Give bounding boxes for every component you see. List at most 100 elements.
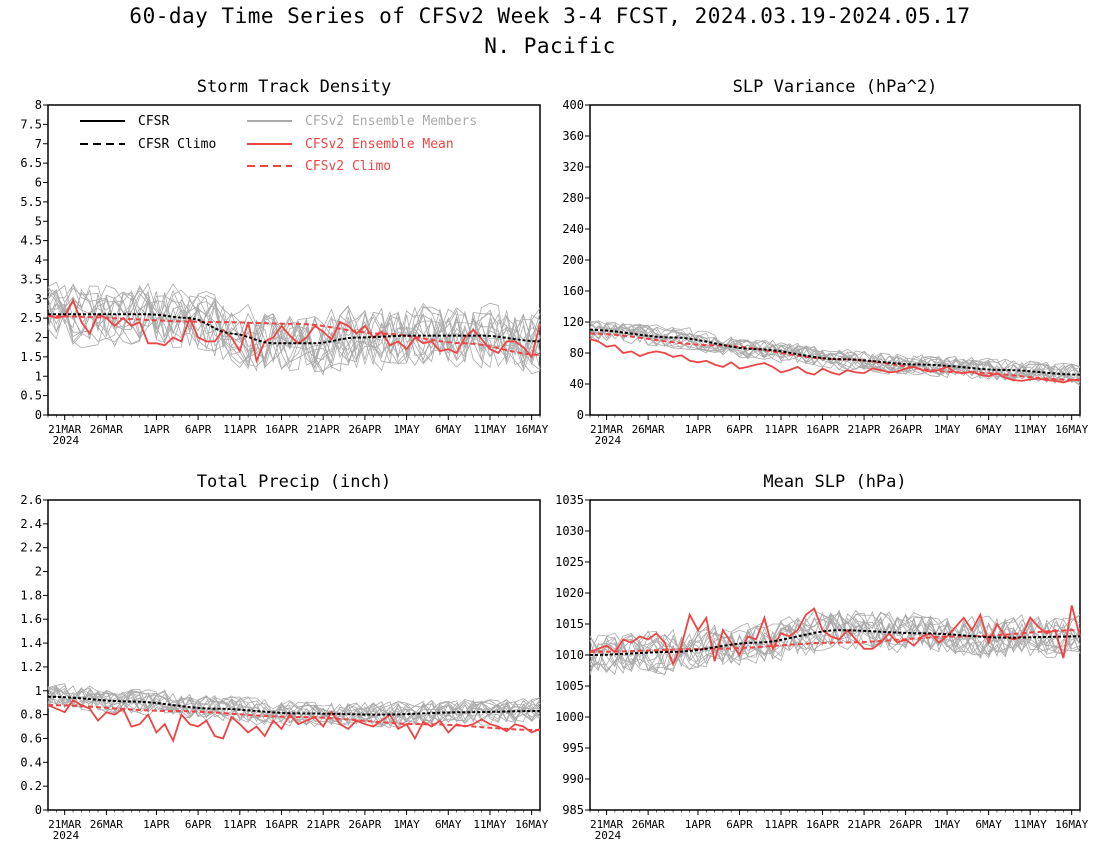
y-tick-label: 4.5 [20, 234, 42, 248]
y-tick-label: 400 [562, 98, 584, 112]
y-tick-label: 1025 [555, 555, 584, 569]
x-tick-label: 21APR [848, 423, 881, 436]
y-tick-label: 320 [562, 160, 584, 174]
y-tick-label: 3.5 [20, 272, 42, 286]
x-tick-label: 11APR [764, 423, 797, 436]
y-tick-label: 0.4 [20, 755, 42, 769]
ensemble-member-line [589, 327, 1081, 381]
y-tick-label: 6.5 [20, 156, 42, 170]
y-tick-label: 2.2 [20, 541, 42, 555]
legend-cfsv2-climo-label: CFSv2 Climo [305, 159, 391, 174]
ensemble-member-line [589, 614, 1081, 673]
ensemble-member-line [47, 284, 541, 373]
x-tick-label: 1APR [685, 423, 712, 436]
y-tick-label: 0.8 [20, 708, 42, 722]
legend-ens-mean-label: CFSv2 Ensemble Mean [305, 137, 454, 152]
cfsv2-climo-line [48, 315, 541, 356]
x-tick-label: 16APR [265, 423, 298, 436]
y-tick-label: 0 [35, 408, 42, 422]
ensemble-member-line [589, 324, 1081, 382]
ensemble-member-line [47, 686, 541, 727]
plot-frame [47, 499, 541, 811]
y-tick-label: 2.5 [20, 311, 42, 325]
x-tick-label: 16APR [265, 818, 298, 831]
y-tick-label: 1.2 [20, 660, 42, 674]
legend-cfsr-climo-label: CFSR Climo [138, 137, 216, 152]
x-tick-label: 16APR [806, 818, 839, 831]
y-tick-label: 1.4 [20, 636, 42, 650]
ensemble-mean-line [589, 338, 1081, 384]
y-tick-label: 80 [570, 346, 584, 360]
x-tick-label: 11MAY [473, 818, 506, 831]
chart-panel-3: Total Precip (inch) 0 0.2 0.4 0.6 0.8 1 1.2 1.4 1… [20, 472, 548, 842]
legend-cfsr-label: CFSR [138, 114, 169, 129]
y-tick-label: 0.2 [20, 779, 42, 793]
y-tick-label: 1 [35, 369, 42, 383]
cfsr-climo-line [47, 695, 541, 716]
ensemble-mean-line [589, 605, 1081, 667]
y-tick-label: 1015 [555, 617, 584, 631]
ensemble-member-line [47, 284, 541, 366]
x-tick-label: 21APR [848, 818, 881, 831]
x-tick-label: 11MAY [1014, 818, 1047, 831]
y-tick-label: 2.6 [20, 493, 42, 507]
x-tick-label: 1MAY [393, 818, 420, 831]
x-tick-label: 21MAR [590, 818, 623, 831]
x-tick-label: 21APR [307, 818, 340, 831]
legend: CFSR CFSR Climo CFSv2 Ensemble Members CFSv… [80, 114, 477, 174]
x-tick-label: 16MAY [1055, 423, 1088, 436]
y-tick-label: 40 [570, 377, 584, 391]
cfsv2-climo-line [590, 629, 1081, 653]
x-tick-label: 1MAY [393, 423, 420, 436]
y-tick-label: 1.5 [20, 350, 42, 364]
y-tick-label: 0 [577, 408, 584, 422]
y-tick-label: 200 [562, 253, 584, 267]
ensemble-member-line [47, 291, 541, 372]
x-tick-label: 26APR [889, 818, 922, 831]
ensemble-member-line [589, 613, 1081, 671]
x-tick-label: 26MAR [90, 818, 123, 831]
chart-panel-4: Mean SLP (hPa) 985 990 995 1000 1005 1010 1015 1… [555, 472, 1089, 842]
x-tick-label: 26MAR [632, 818, 665, 831]
y-tick-label: 160 [562, 284, 584, 298]
ensemble-member-line [47, 683, 541, 727]
x-tick-label: 6APR [185, 423, 212, 436]
y-tick-label: 1020 [555, 586, 584, 600]
y-tick-label: 3 [35, 292, 42, 306]
y-tick-label: 120 [562, 315, 584, 329]
y-tick-label: 985 [562, 803, 584, 817]
y-tick-label: 1.6 [20, 612, 42, 626]
x-tick-label: 6APR [726, 423, 753, 436]
x-tick-label: 6MAY [975, 423, 1002, 436]
ensemble-members [589, 609, 1081, 676]
plot-frame [47, 104, 541, 416]
ensemble-member-line [589, 616, 1081, 670]
x-tick-label: 11APR [223, 818, 256, 831]
y-tick-label: 5 [35, 214, 42, 228]
x-year-label: 2024 [595, 829, 622, 842]
ensemble-members [47, 281, 541, 376]
x-tick-label: 6MAY [435, 818, 462, 831]
x-tick-label: 16APR [806, 423, 839, 436]
cfsr-climo-line [589, 328, 1081, 376]
page-title: 60-day Time Series of CFSv2 Week 3-4 FCS… [129, 4, 971, 28]
y-tick-label: 1 [35, 684, 42, 698]
x-year-label: 2024 [53, 829, 80, 842]
y-tick-label: 2.4 [20, 517, 42, 531]
legend-members-label: CFSv2 Ensemble Members [305, 114, 477, 129]
x-tick-label: 11MAY [1014, 423, 1047, 436]
panel-title: Storm Track Density [197, 77, 391, 97]
x-tick-label: 1APR [143, 423, 170, 436]
ensemble-member-line [47, 296, 541, 373]
y-tick-label: 8 [35, 98, 42, 112]
y-tick-label: 0.6 [20, 731, 42, 745]
x-tick-label: 26APR [889, 423, 922, 436]
x-tick-label: 21MAR [590, 423, 623, 436]
ensemble-member-line [47, 292, 541, 369]
y-tick-label: 1035 [555, 493, 584, 507]
x-tick-label: 16MAY [515, 423, 548, 436]
x-tick-label: 11APR [223, 423, 256, 436]
x-tick-label: 6APR [726, 818, 753, 831]
x-tick-label: 21MAR [48, 423, 81, 436]
